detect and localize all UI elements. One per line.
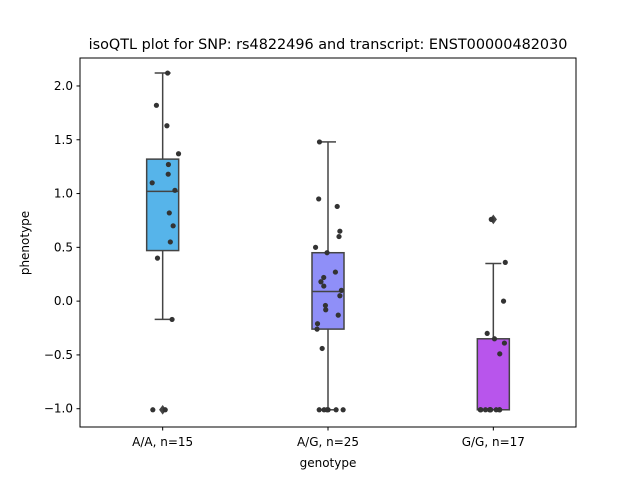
data-point [153,102,160,108]
data-point [165,161,172,168]
data-point [149,180,155,186]
x-axis: A/A, n=15 A/G, n=25 G/G, n=17 [132,427,525,449]
box-group [476,214,511,411]
data-point [501,340,508,346]
y-tick-label: 0.0 [54,294,73,308]
data-point [172,187,178,193]
data-point [165,171,171,177]
data-point [162,407,168,413]
data-point [154,255,161,261]
data-point [332,269,339,275]
y-axis-label: phenotype [18,211,32,275]
x-tick-label: A/G, n=25 [297,435,359,449]
data-point [167,239,173,245]
data-point [488,407,494,413]
plot-area [145,70,511,415]
y-tick-label: 0.5 [54,240,73,254]
data-point [500,298,507,304]
data-point [316,407,322,413]
data-point [502,259,508,266]
strip-points [149,70,182,413]
data-point [323,307,329,313]
strip-points [477,216,508,413]
data-point [477,407,483,413]
data-point [491,336,498,342]
box-body [145,158,180,252]
data-point [314,326,320,332]
data-point [337,228,343,234]
y-tick-label: 1.5 [54,133,73,147]
data-point [166,210,172,216]
data-point [321,283,327,289]
chart-title: isoQTL plot for SNP: rs4822496 and trans… [89,37,568,53]
data-point [318,279,324,285]
data-point [175,151,182,157]
data-point [335,312,341,318]
strip-points [312,139,346,413]
data-point [321,274,327,281]
y-tick-label: 2.0 [54,79,73,93]
data-point [170,223,176,229]
x-tick-label: A/A, n=15 [132,435,193,449]
y-axis: −1.0 −0.5 0.0 0.5 1.0 1.5 2.0 [44,79,80,416]
data-point [333,407,339,413]
y-tick-label: −1.0 [44,402,73,416]
y-tick-label: 1.0 [54,187,73,201]
data-point [314,321,321,327]
data-point [336,233,342,240]
data-point [338,287,344,293]
data-point [312,244,319,250]
data-point [169,316,175,323]
data-point [484,330,490,337]
data-point [497,407,503,413]
data-point [488,216,494,222]
data-point [497,351,503,357]
data-point [319,345,325,352]
x-tick-label: G/G, n=17 [462,435,525,449]
data-point [334,203,340,210]
data-point [150,407,156,413]
x-axis-label: genotype [300,456,357,470]
y-tick-label: −0.5 [44,348,73,362]
data-point [340,407,346,413]
data-point [324,250,330,256]
data-point [316,139,323,145]
data-point [165,70,171,76]
box-body [476,338,511,411]
data-point [337,293,343,299]
data-point [324,407,330,413]
data-point [164,123,170,129]
data-point [322,302,329,309]
data-point [316,196,322,202]
data-point [482,407,489,413]
